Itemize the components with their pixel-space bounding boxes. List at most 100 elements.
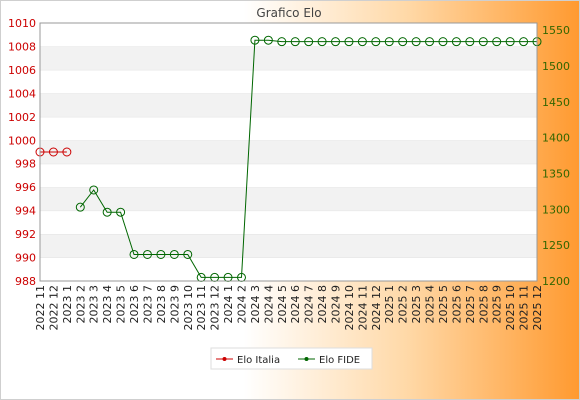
data-point-fide xyxy=(331,37,341,47)
left-tick-label: 1000 xyxy=(8,134,36,147)
data-point-fide xyxy=(250,35,260,45)
x-tick-label: 2023 10 xyxy=(182,285,195,331)
x-tick-label: 2024 8 xyxy=(316,285,329,324)
right-tick-label: 1250 xyxy=(542,239,570,252)
left-tick-label: 1002 xyxy=(8,111,36,124)
left-tick-label: 990 xyxy=(15,252,36,265)
data-point-fide xyxy=(183,249,193,259)
grid-band xyxy=(40,163,537,188)
x-tick-label: 2024 7 xyxy=(303,285,316,324)
data-point-fide xyxy=(398,37,408,47)
data-point-fide xyxy=(425,37,435,47)
x-tick-label: 2025 12 xyxy=(531,285,544,331)
x-tick-label: 2025 11 xyxy=(518,285,531,331)
x-tick-label: 2025 10 xyxy=(504,285,517,331)
data-point-fide xyxy=(411,37,421,47)
x-tick-label: 2023 8 xyxy=(155,285,168,324)
x-tick-label: 2024 2 xyxy=(235,285,248,324)
data-point-fide xyxy=(290,37,300,47)
data-point-fide xyxy=(384,37,394,47)
right-tick-label: 1200 xyxy=(542,275,570,288)
data-point-fide xyxy=(371,37,381,47)
chart-title: Grafico Elo xyxy=(256,6,321,20)
legend-label-italia: Elo Italia xyxy=(237,355,280,366)
x-tick-label: 2025 1 xyxy=(383,285,396,324)
x-tick-label: 2025 9 xyxy=(491,285,504,324)
grid-band xyxy=(40,116,537,141)
data-point-fide xyxy=(277,37,287,47)
data-point-fide xyxy=(75,202,85,212)
data-point-fide xyxy=(317,37,327,47)
x-tick-label: 2024 3 xyxy=(249,285,262,324)
data-point-fide xyxy=(116,207,126,217)
data-point-fide xyxy=(129,249,139,259)
data-point-fide xyxy=(156,249,166,259)
x-tick-label: 2023 2 xyxy=(74,285,87,324)
x-tick-label: 2024 12 xyxy=(370,285,383,331)
data-point-italia xyxy=(48,147,58,157)
left-tick-label: 1006 xyxy=(8,64,36,77)
x-tick-label: 2023 9 xyxy=(168,285,181,324)
left-tick-label: 998 xyxy=(15,158,36,171)
legend: Elo Italia Elo FIDE xyxy=(210,347,373,370)
data-point-fide xyxy=(263,35,273,45)
data-point-fide xyxy=(519,37,529,47)
right-tick-label: 1400 xyxy=(542,132,570,145)
grid-band xyxy=(40,140,537,164)
left-tick-label: 994 xyxy=(15,205,36,218)
data-point-fide xyxy=(169,249,179,259)
left-tick-label: 1010 xyxy=(8,17,36,30)
grid-band xyxy=(40,46,537,70)
grid-band xyxy=(40,257,537,281)
x-tick-label: 2023 3 xyxy=(88,285,101,324)
left-tick-label: 1008 xyxy=(8,40,36,53)
left-tick-label: 996 xyxy=(15,181,36,194)
data-point-fide xyxy=(505,37,515,47)
x-tick-label: 2024 5 xyxy=(276,285,289,324)
x-tick-label: 2025 6 xyxy=(450,285,463,324)
legend-box xyxy=(210,347,373,370)
legend-marker-italia xyxy=(222,357,227,361)
data-point-italia xyxy=(62,147,72,157)
x-tick-label: 2025 5 xyxy=(437,285,450,324)
data-point-fide xyxy=(89,185,99,195)
x-tick-label: 2023 4 xyxy=(101,285,114,324)
x-tick-label: 2022 12 xyxy=(47,285,60,331)
x-tick-label: 2022 11 xyxy=(34,285,47,331)
right-tick-label: 1350 xyxy=(542,168,570,181)
x-tick-label: 2023 12 xyxy=(209,285,222,331)
x-tick-label: 2025 3 xyxy=(410,285,423,324)
right-tick-label: 1550 xyxy=(542,24,570,37)
x-tick-label: 2024 10 xyxy=(343,285,356,331)
left-tick-label: 992 xyxy=(15,228,36,241)
x-tick-label: 2024 11 xyxy=(356,285,369,331)
legend-marker-fide xyxy=(304,357,309,361)
data-point-fide xyxy=(465,37,475,47)
grid-band xyxy=(40,23,537,47)
x-tick-label: 2024 9 xyxy=(330,285,343,324)
x-tick-label: 2025 8 xyxy=(477,285,490,324)
x-tick-label: 2024 4 xyxy=(262,285,275,324)
x-tick-label: 2024 1 xyxy=(222,285,235,324)
x-tick-label: 2025 4 xyxy=(424,285,437,324)
x-tick-label: 2025 7 xyxy=(464,285,477,324)
legend-label-fide: Elo FIDE xyxy=(319,355,360,366)
x-tick-label: 2023 7 xyxy=(141,285,154,324)
grid-band xyxy=(40,234,537,258)
grid-band xyxy=(40,69,537,94)
grid-band xyxy=(40,93,537,117)
x-tick-label: 2024 6 xyxy=(289,285,302,324)
data-point-fide xyxy=(142,249,152,259)
plot-area-border xyxy=(39,22,538,282)
right-tick-label: 1450 xyxy=(542,96,570,109)
data-point-fide xyxy=(344,37,354,47)
data-point-fide xyxy=(438,37,448,47)
data-point-fide xyxy=(451,37,461,47)
x-tick-label: 2023 6 xyxy=(128,285,141,324)
data-point-fide xyxy=(102,207,112,217)
x-tick-label: 2025 2 xyxy=(397,285,410,324)
right-tick-label: 1300 xyxy=(542,203,570,216)
x-tick-label: 2023 11 xyxy=(195,285,208,331)
data-point-fide xyxy=(492,37,502,47)
